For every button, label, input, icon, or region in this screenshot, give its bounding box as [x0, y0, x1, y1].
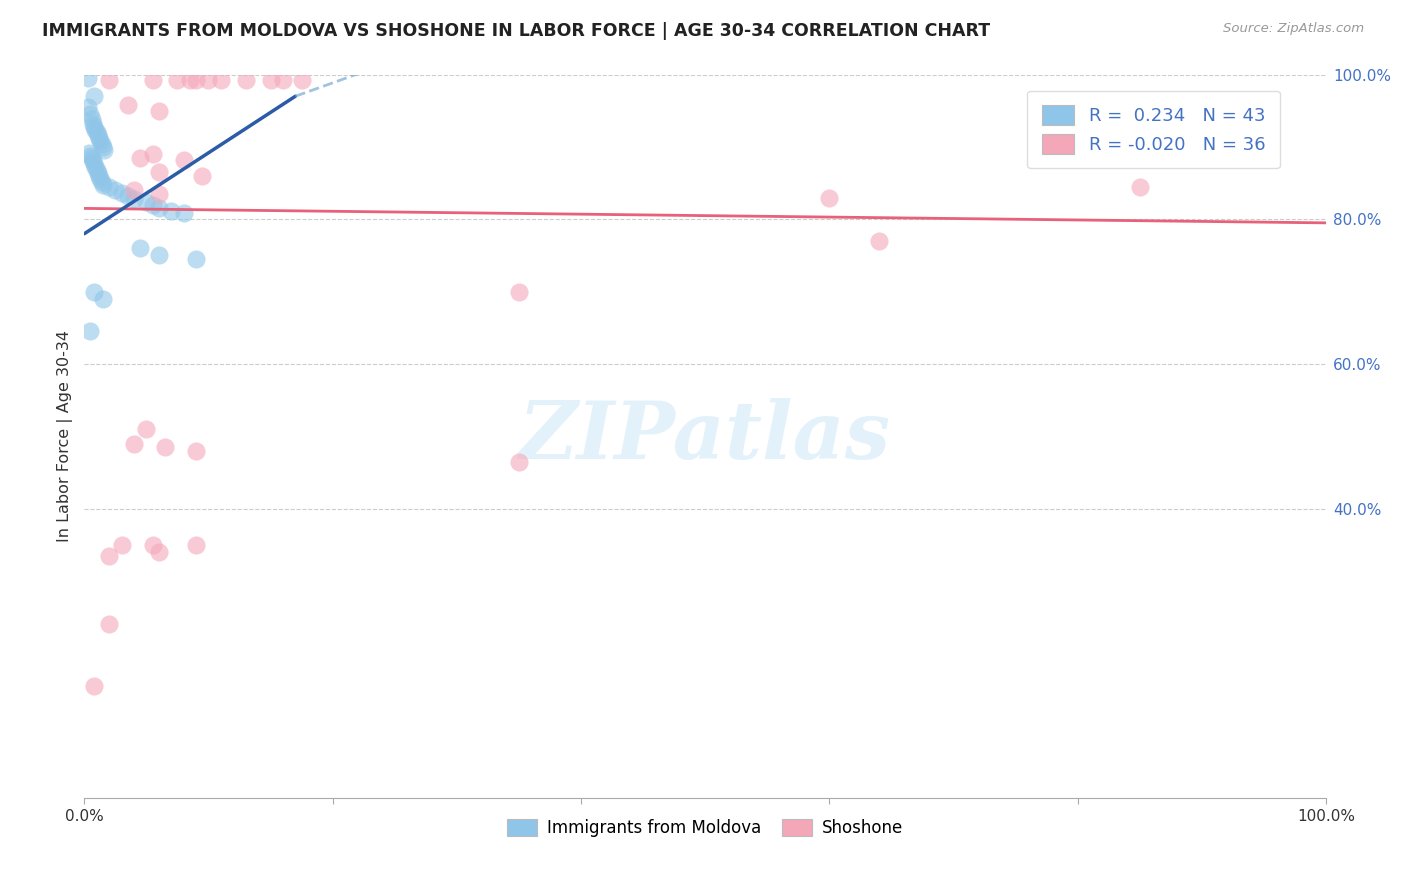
Point [89, 134, 111, 148]
Text: ZIPatlas: ZIPatlas [519, 398, 891, 475]
Point [84, 122, 107, 136]
Point [129, 241, 152, 255]
Point [110, 186, 132, 201]
Point [148, 201, 170, 215]
Point [235, 72, 257, 87]
Point [98, 617, 121, 632]
Point [117, 189, 139, 203]
Point [153, 440, 176, 454]
Point [89, 169, 111, 183]
Point [83, 120, 105, 134]
Point [77, 71, 100, 86]
Point [91, 292, 114, 306]
Point [98, 549, 121, 563]
Point [160, 203, 183, 218]
Point [184, 538, 207, 552]
Point [197, 72, 219, 87]
Point [110, 538, 132, 552]
Point [83, 89, 105, 103]
Point [79, 107, 101, 121]
Point [173, 153, 195, 167]
Point [868, 234, 890, 248]
Point [271, 72, 294, 87]
Point [179, 72, 201, 87]
Point [77, 145, 100, 160]
Point [83, 157, 105, 171]
Point [89, 171, 111, 186]
Point [83, 285, 105, 299]
Point [259, 72, 281, 87]
Point [98, 72, 121, 87]
Point [84, 160, 107, 174]
Point [93, 143, 115, 157]
Point [82, 117, 104, 131]
Point [122, 436, 145, 450]
Point [104, 183, 127, 197]
Point [191, 169, 214, 183]
Point [142, 147, 165, 161]
Point [135, 194, 157, 209]
Point [77, 100, 100, 114]
Point [148, 248, 170, 262]
Point [86, 125, 108, 139]
Point [80, 112, 103, 127]
Point [87, 128, 110, 143]
Point [142, 72, 165, 87]
Point [79, 325, 101, 339]
Point [89, 131, 111, 145]
Point [508, 285, 530, 299]
Point [79, 148, 101, 162]
Point [142, 538, 165, 552]
Point [184, 72, 207, 87]
Point [98, 180, 121, 194]
Point [148, 186, 170, 201]
Point [1129, 179, 1152, 194]
Point [148, 103, 170, 118]
Point [91, 178, 114, 192]
Point [82, 154, 104, 169]
Point [90, 136, 112, 151]
Text: IMMIGRANTS FROM MOLDOVA VS SHOSHONE IN LABOR FORCE | AGE 30-34 CORRELATION CHART: IMMIGRANTS FROM MOLDOVA VS SHOSHONE IN L… [42, 22, 990, 40]
Point [142, 198, 165, 212]
Point [129, 151, 152, 165]
Point [91, 140, 114, 154]
Point [148, 545, 170, 559]
Point [80, 152, 103, 166]
Point [818, 190, 841, 204]
Point [184, 252, 207, 266]
Point [87, 166, 110, 180]
Text: Source: ZipAtlas.com: Source: ZipAtlas.com [1223, 22, 1364, 36]
Point [173, 206, 195, 220]
Point [86, 163, 108, 178]
Point [184, 443, 207, 458]
Legend: Immigrants from Moldova, Shoshone: Immigrants from Moldova, Shoshone [501, 813, 910, 844]
Point [83, 679, 105, 693]
Point [122, 183, 145, 197]
Point [90, 175, 112, 189]
Point [117, 98, 139, 112]
Point [291, 72, 314, 87]
Point [122, 192, 145, 206]
Point [135, 422, 157, 436]
Point [166, 72, 188, 87]
Y-axis label: In Labor Force | Age 30-34: In Labor Force | Age 30-34 [58, 330, 73, 542]
Point [209, 72, 232, 87]
Point [508, 455, 530, 469]
Point [148, 165, 170, 179]
